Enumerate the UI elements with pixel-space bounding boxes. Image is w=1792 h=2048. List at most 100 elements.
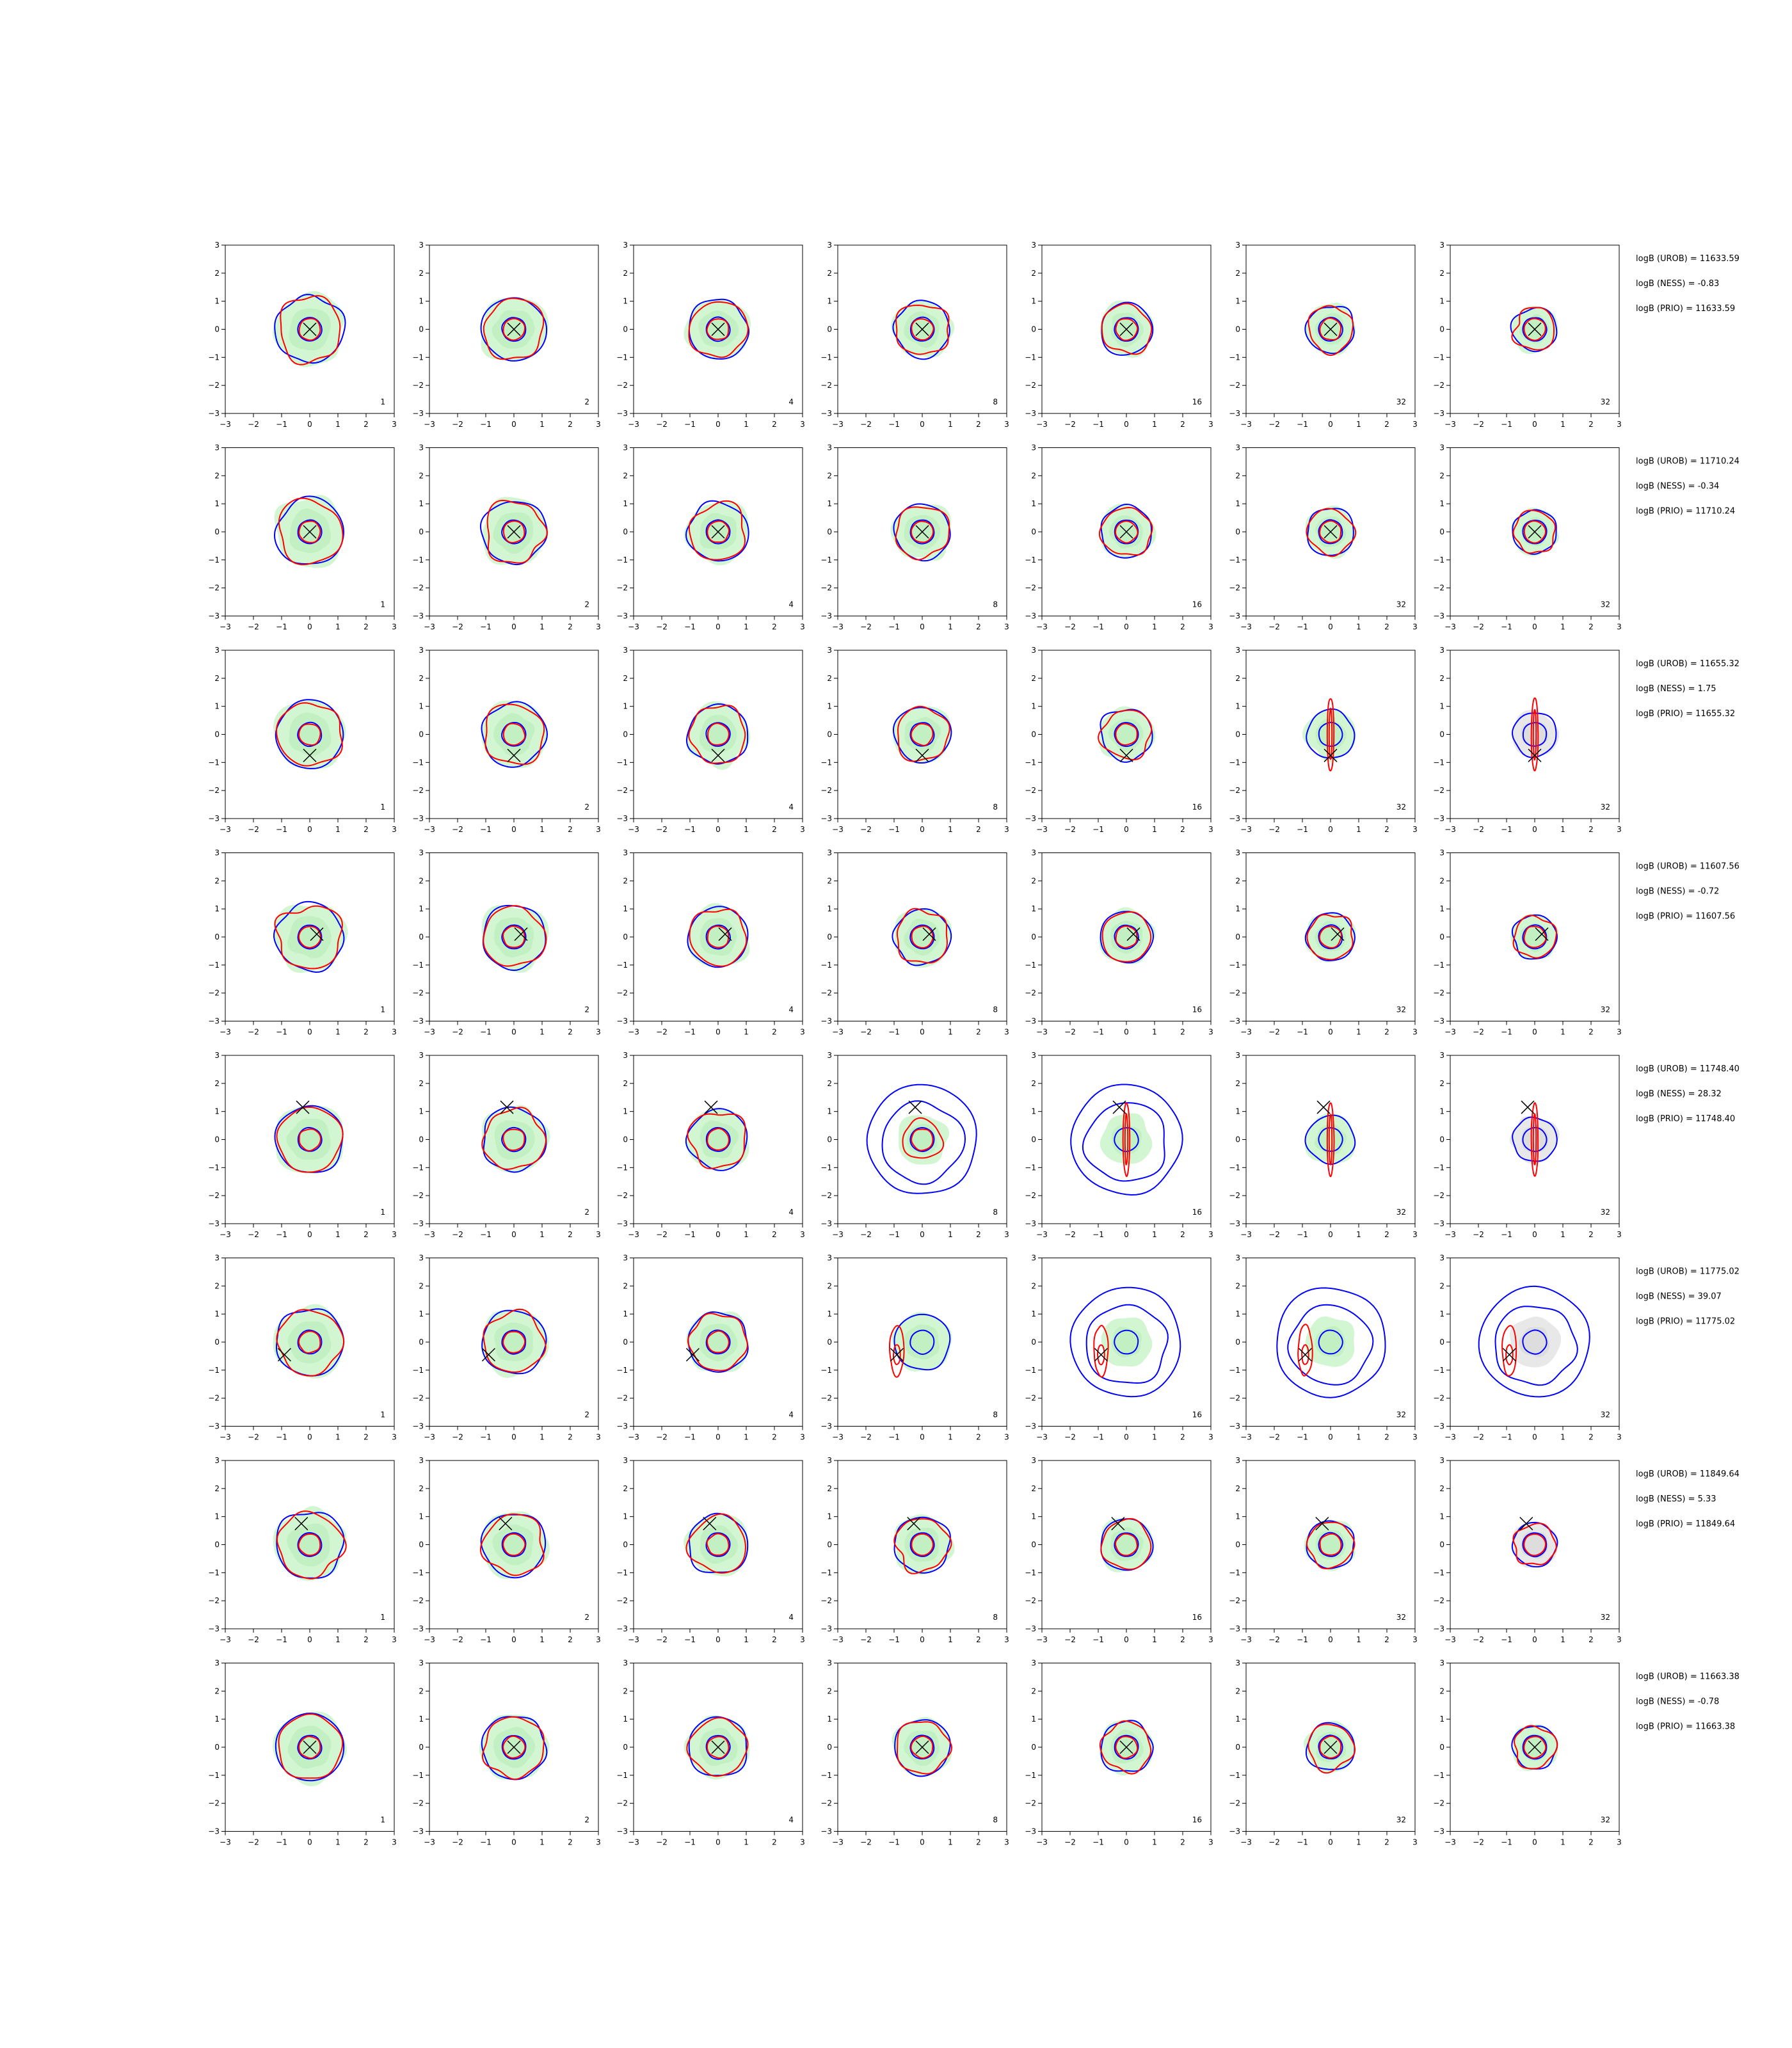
y-tick-label: 0 [214, 932, 220, 941]
x-tick-label: −1 [1092, 623, 1104, 632]
y-tick-label: 1 [1031, 702, 1036, 711]
x-tick-label: −1 [1297, 825, 1308, 834]
logb-annotation: logB (NESS) = 39.07 [1636, 1292, 1722, 1302]
y-tick-label: 1 [1235, 1512, 1240, 1521]
panel-r6-c7: −3 −2 −1 0 1 2 3 −3 −2 −1 0 1 2 3 32 [1433, 1254, 1622, 1442]
x-tick-label: 3 [1617, 623, 1622, 632]
y-tick-label: 2 [623, 471, 628, 480]
panel-r3-c5: −3 −2 −1 0 1 2 3 −3 −2 −1 0 1 2 3 16 [1025, 646, 1213, 834]
x-tick-label: −3 [1240, 623, 1252, 632]
x-tick-label: 3 [1208, 1635, 1213, 1644]
y-tick-label: 1 [1235, 1107, 1240, 1116]
x-tick-label: 1 [1560, 420, 1565, 429]
x-tick-label: 1 [1152, 825, 1157, 834]
red-contour-inner [1505, 1344, 1514, 1366]
truth-marker [507, 525, 521, 539]
panel-label: 8 [993, 397, 998, 406]
x-tick-label: 0 [1328, 623, 1333, 632]
y-tick-label: 0 [1031, 1743, 1036, 1752]
red-contour-inner [502, 1735, 526, 1759]
panel-label: 1 [380, 600, 385, 609]
x-tick-label: −1 [1092, 1433, 1104, 1442]
x-tick-label: 0 [920, 1433, 925, 1442]
x-tick-label: 1 [335, 1838, 340, 1847]
y-tick-label: 0 [1235, 932, 1240, 941]
y-tick-label: 0 [419, 527, 424, 536]
y-tick-label: 3 [1235, 1456, 1240, 1465]
blue-contour-outer [1304, 1114, 1356, 1165]
y-tick-label: 0 [827, 1338, 832, 1347]
x-tick-label: 3 [1208, 1838, 1213, 1847]
y-tick-label: 2 [419, 1484, 424, 1493]
y-tick-label: 0 [1439, 730, 1444, 739]
x-tick-label: 2 [772, 1230, 777, 1239]
blue-contour-outer [481, 701, 548, 768]
y-tick-label: −2 [1433, 1191, 1444, 1200]
x-tick-label: 2 [976, 1838, 981, 1847]
x-tick-label: 2 [1180, 1230, 1185, 1239]
blue-contour-inner [501, 1735, 527, 1760]
y-tick-label: 1 [827, 297, 832, 306]
y-tick-label: −3 [820, 1624, 832, 1633]
panel-label: 4 [788, 1208, 794, 1217]
blue-contour-inner [1114, 1329, 1139, 1355]
blue-contour-outer [481, 1309, 547, 1375]
y-tick-label: 2 [827, 1281, 832, 1290]
panel-label: 2 [584, 397, 589, 406]
panel-r5-c6: −3 −2 −1 0 1 2 3 −3 −2 −1 0 1 2 3 32 [1229, 1051, 1418, 1239]
panel-label: 2 [584, 1208, 589, 1217]
truth-marker [303, 525, 317, 539]
y-tick-label: 3 [623, 646, 628, 655]
y-tick-label: 3 [214, 1456, 220, 1465]
red-contour-outer [1501, 1325, 1517, 1377]
y-tick-label: −3 [616, 1422, 628, 1431]
y-tick-label: −1 [1025, 1568, 1036, 1577]
red-contour-inner [1319, 1735, 1342, 1759]
blue-contour-middle [881, 1100, 966, 1185]
y-tick-label: −1 [616, 1568, 628, 1577]
blue-contour-inner [705, 519, 731, 545]
y-tick-label: 0 [214, 325, 220, 334]
blue-contour-outer [1307, 508, 1354, 556]
y-tick-label: 0 [1031, 1338, 1036, 1347]
logb-annotation: logB (UROB) = 11663.38 [1636, 1672, 1740, 1682]
y-tick-label: 1 [419, 1107, 424, 1116]
red-contour-outer [278, 497, 344, 566]
red-contour-outer [274, 905, 343, 970]
red-contour-outer [895, 304, 950, 355]
x-tick-label: −2 [656, 1838, 668, 1847]
x-tick-label: 1 [1356, 1635, 1361, 1644]
y-tick-label: −1 [820, 961, 832, 970]
y-tick-label: 3 [1439, 444, 1444, 452]
red-contour-outer [1122, 1102, 1131, 1178]
y-tick-label: −3 [820, 814, 832, 823]
y-tick-label: 3 [419, 1051, 424, 1060]
x-tick-label: 0 [511, 825, 516, 834]
y-tick-label: −1 [208, 353, 220, 362]
density-fill-inner [493, 713, 535, 756]
y-tick-label: 3 [419, 1456, 424, 1465]
red-contour-outer [1511, 307, 1555, 351]
x-tick-label: −3 [1036, 825, 1048, 834]
panel-r6-c3: −3 −2 −1 0 1 2 3 −3 −2 −1 0 1 2 3 4 [616, 1254, 805, 1442]
y-tick-label: −2 [1025, 1394, 1036, 1403]
x-tick-label: 2 [364, 1635, 369, 1644]
blue-contour-inner [909, 722, 935, 747]
x-tick-label: 3 [392, 1230, 397, 1239]
x-tick-label: 0 [716, 420, 721, 429]
density-fill-inner [904, 918, 940, 956]
blue-contour-inner [705, 722, 731, 747]
y-tick-label: −1 [1433, 1163, 1444, 1172]
y-tick-label: −1 [1229, 1366, 1240, 1375]
y-tick-label: 1 [1439, 1715, 1444, 1724]
y-tick-label: −3 [208, 1827, 220, 1836]
y-tick-label: −1 [412, 1163, 424, 1172]
y-tick-label: 3 [1031, 444, 1036, 452]
panel-label: 32 [1601, 1208, 1610, 1217]
red-contour-outer [278, 1713, 344, 1779]
red-contour-inner [502, 723, 526, 746]
y-tick-label: −1 [1025, 1366, 1036, 1375]
red-contour-outer [479, 1513, 545, 1576]
x-tick-label: −1 [684, 623, 696, 632]
y-tick-label: 2 [1235, 674, 1240, 683]
